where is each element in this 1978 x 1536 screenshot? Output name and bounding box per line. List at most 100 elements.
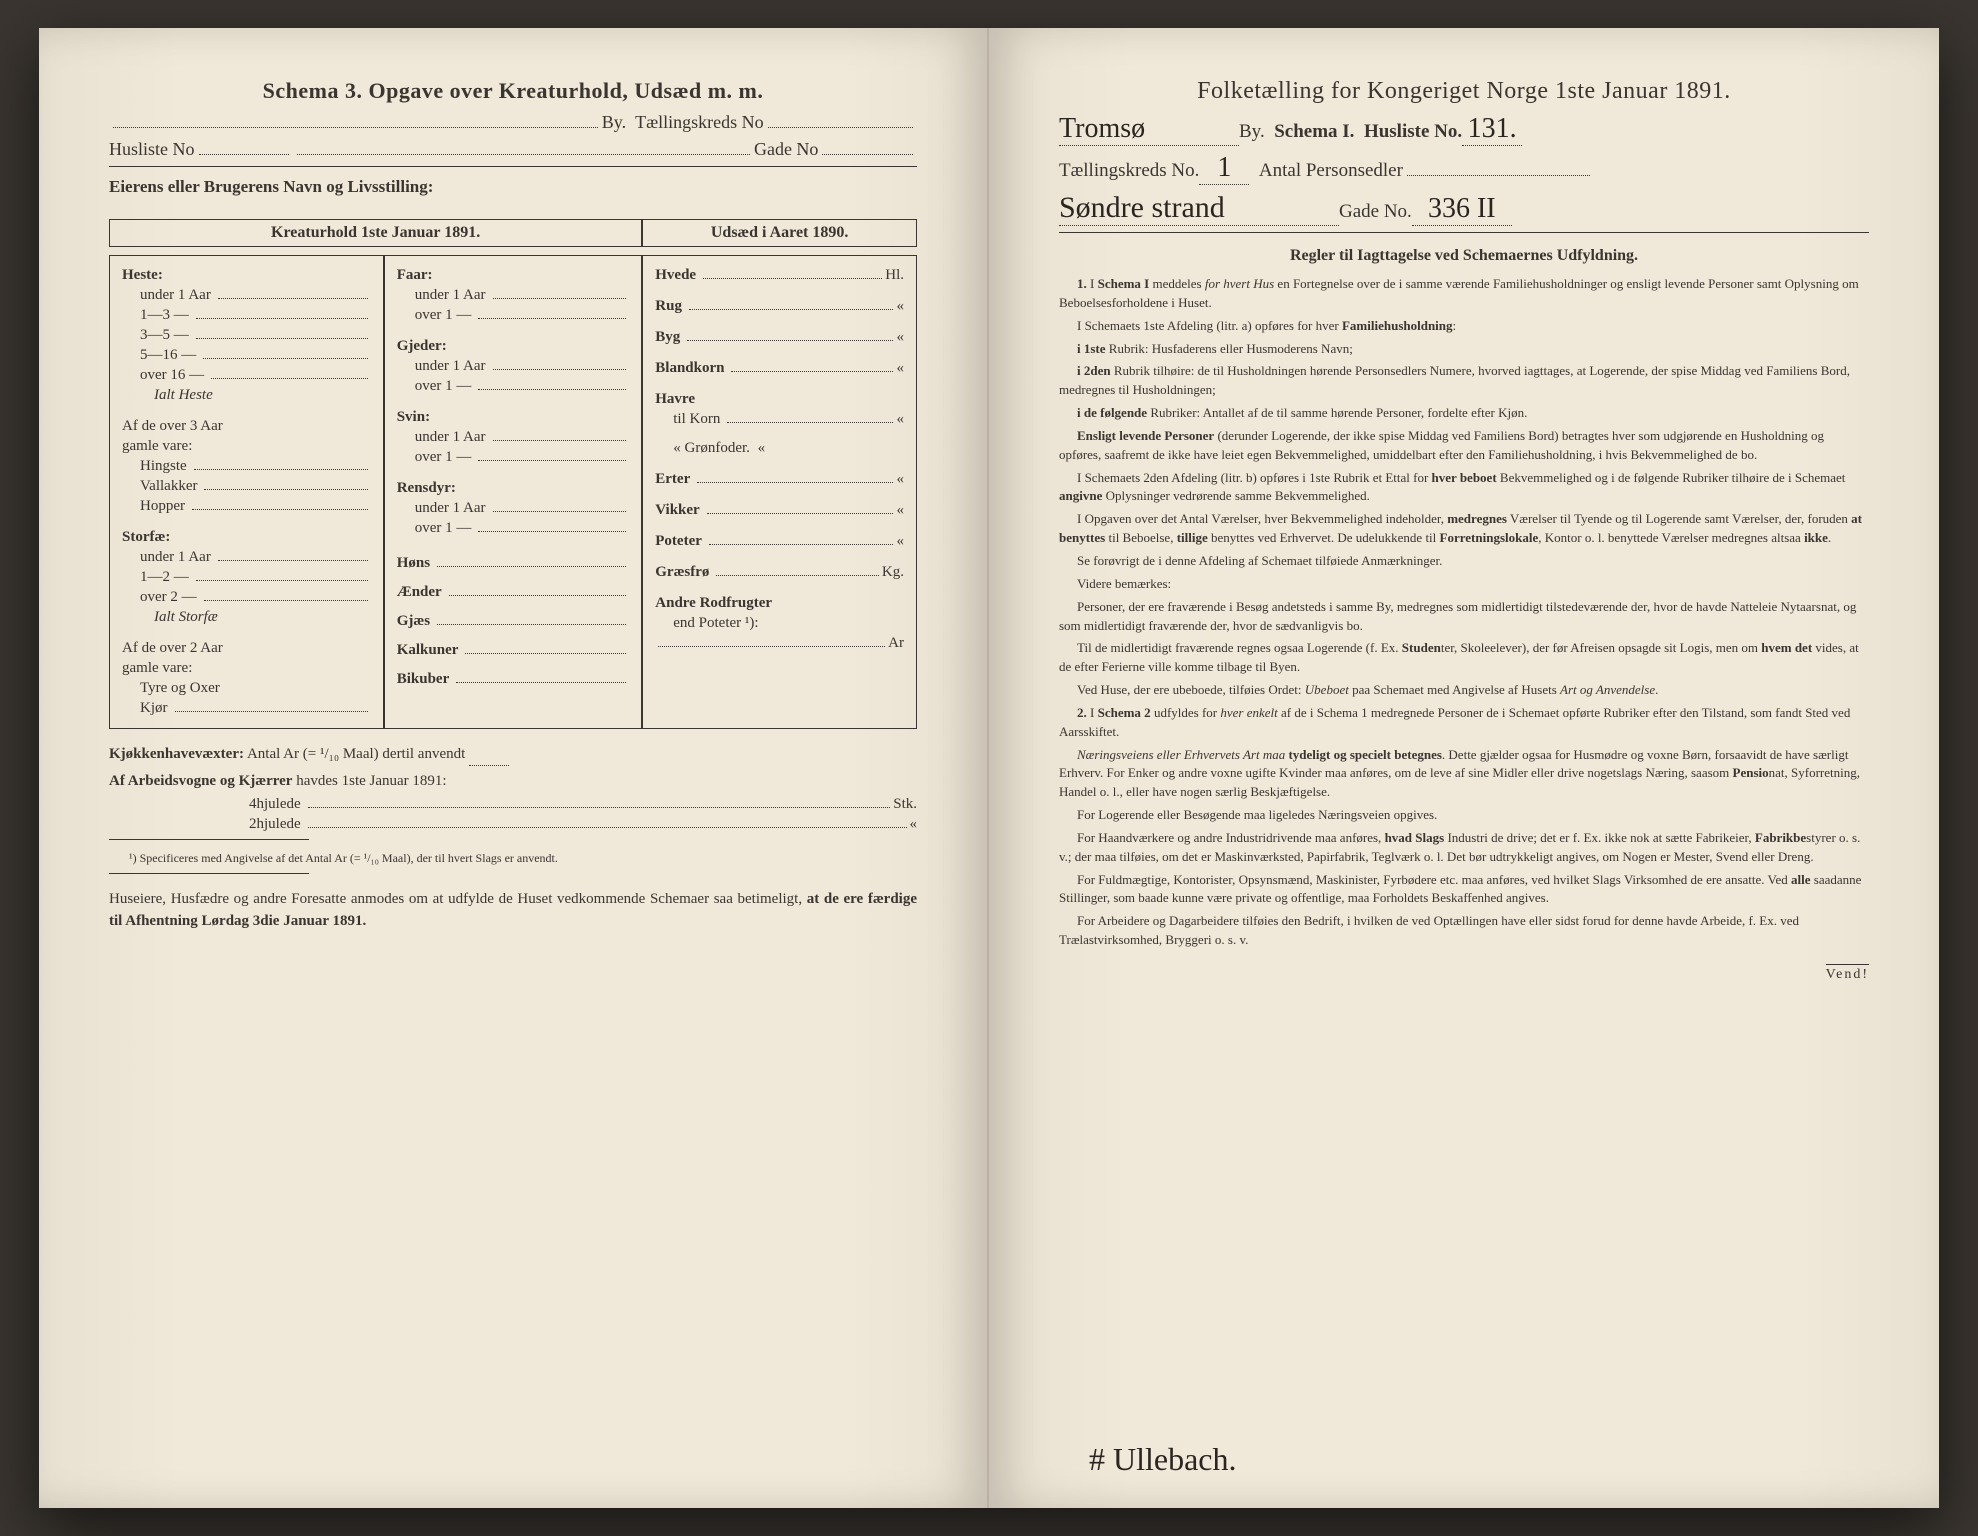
table-row: over 1 — <box>415 449 476 466</box>
left-title-row: Schema 3. Opgave over Kreaturhold, Udsæd… <box>109 78 917 104</box>
rule-text: Videre bemærkes: <box>1059 575 1869 594</box>
kreds-no-handwritten: 1 <box>1199 152 1249 185</box>
gade-label: Gade No <box>754 139 818 160</box>
by-label: By. <box>602 112 626 133</box>
table-row: under 1 Aar <box>415 358 490 375</box>
rule-text: For Logerende eller Besøgende maa ligele… <box>1059 806 1869 825</box>
rule-num-2: 2. <box>1077 705 1087 720</box>
ditto: « <box>910 816 918 833</box>
right-title: Folketælling for Kongeriget Norge 1ste J… <box>1059 78 1869 105</box>
by-handwritten: Tromsø <box>1059 113 1239 146</box>
husliste-no-handwritten: 131. <box>1462 113 1522 146</box>
kreds-label: Tællingskreds No <box>635 112 764 133</box>
left-title: Opgave over Kreaturhold, Udsæd m. m. <box>368 78 763 103</box>
table-row: Byg <box>655 329 684 346</box>
svin-head: Svin: <box>397 409 434 426</box>
rule-text: Til de midlertidigt fraværende regnes og… <box>1059 639 1869 677</box>
table-row: Andre Rodfrugter <box>655 595 776 612</box>
husliste-label: Husliste No <box>109 139 195 160</box>
table-row: over 1 — <box>415 520 476 537</box>
table-row: 1—3 — <box>140 307 193 324</box>
rule-text: I Schemaets 1ste Afdeling (litr. a) opfø… <box>1059 317 1869 336</box>
table-row: Vallakker <box>140 478 201 495</box>
storfae-head: Storfæ: <box>122 529 174 546</box>
eier-label: Eierens eller Brugerens Navn og Livsstil… <box>109 177 917 197</box>
gjeder-head: Gjeder: <box>397 338 451 355</box>
ialt-heste: Ialt Heste <box>154 387 217 404</box>
rule-text: Personer, der ere fraværende i Besøg and… <box>1059 598 1869 636</box>
rule-text: I Schemaets 2den Afdeling (litr. b) opfø… <box>1059 469 1869 507</box>
table-row: Erter <box>655 471 694 488</box>
table-row: til Korn <box>673 411 724 428</box>
table-row: under 1 Aar <box>140 549 215 566</box>
ditto: « <box>896 533 904 550</box>
hjul2-row: 2hjulede« <box>109 816 917 833</box>
table-row: under 1 Aar <box>415 429 490 446</box>
rule-text: I Schema 2 udfyldes for hver enkelt af d… <box>1059 705 1850 739</box>
ditto: « <box>754 440 765 457</box>
rule-text: I Schema I meddeles for hvert Hus en For… <box>1059 276 1859 310</box>
table-row: Kjør <box>140 700 172 717</box>
rule-text: For Arbeidere og Dagarbeidere tilføies d… <box>1059 912 1869 950</box>
unit: Stk. <box>893 796 917 813</box>
rule-text: I Opgaven over det Antal Værelser, hver … <box>1059 510 1869 548</box>
table-row: Blandkorn <box>655 360 728 377</box>
table-row: Hvede <box>655 267 700 284</box>
kjokken-text: Antal Ar (= ¹/₁₀ Maal) dertil anvendt <box>247 746 465 762</box>
left-form-husliste: Husliste No Gade No <box>109 139 917 160</box>
gade-handwritten: Søndre strand <box>1059 191 1339 226</box>
ditto: « <box>896 411 904 428</box>
ditto: « <box>896 502 904 519</box>
ditto: « <box>896 329 904 346</box>
table-row: Kalkuner <box>397 642 463 659</box>
table-row: Hopper <box>140 498 189 515</box>
arbeids-text: havdes 1ste Januar 1891: <box>296 773 446 789</box>
rule-text: For Haandværkere og andre Industridriven… <box>1059 829 1869 867</box>
table-row: 1—2 — <box>140 569 193 586</box>
ialt-storfae: Ialt Storfæ <box>154 609 222 626</box>
table-row: 3—5 — <box>140 327 193 344</box>
table-row: Tyre og Oxer <box>140 680 224 697</box>
rule-text: i 2den Rubrik tilhøire: de til Husholdni… <box>1059 362 1869 400</box>
table-row: « Grønfoder. <box>673 440 754 457</box>
table-col-3: HvedeHl. Rug« Byg« Blandkorn« Havre til … <box>642 255 917 729</box>
schema-label-r: Schema I. <box>1274 121 1354 143</box>
kjokken-line: Kjøkkenhavevæxter: Antal Ar (= ¹/₁₀ Maal… <box>109 743 917 766</box>
table-head-left: Kreaturhold 1ste Januar 1891. <box>109 219 642 247</box>
kreds-label-r: Tællingskreds No. <box>1059 160 1199 182</box>
table-head-right: Udsæd i Aaret 1890. <box>642 219 917 247</box>
left-page: Schema 3. Opgave over Kreaturhold, Udsæd… <box>39 28 989 1508</box>
table-row: Bikuber <box>397 671 454 688</box>
table-row: 5—16 — <box>140 347 200 364</box>
table-row: gamle vare: <box>122 660 196 677</box>
vend-label: Vend! <box>1826 964 1869 983</box>
left-form-by: By. Tællingskreds No <box>109 112 917 133</box>
table-row: Ænder <box>397 584 446 601</box>
footnote: ¹) Specificeres med Angivelse af det Ant… <box>109 850 917 867</box>
unit: Kg. <box>882 564 904 581</box>
kreatur-table: Kreaturhold 1ste Januar 1891. Udsæd i Aa… <box>109 219 917 729</box>
table-row: Poteter <box>655 533 706 550</box>
rule-text: i 1ste Rubrik: Husfaderens eller Husmode… <box>1059 340 1869 359</box>
bottom-notice: Huseiere, Husfædre og andre Foresatte an… <box>109 888 917 933</box>
ditto: « <box>896 471 904 488</box>
ditto: « <box>896 298 904 315</box>
table-row: Høns <box>397 555 434 572</box>
by-label: By. <box>1239 121 1265 143</box>
right-page: Folketælling for Kongeriget Norge 1ste J… <box>989 28 1939 1508</box>
table-row: Græsfrø <box>655 564 713 581</box>
table-row: gamle vare: <box>122 438 196 455</box>
rule-text: Ensligt levende Personer (derunder Loger… <box>1059 427 1869 465</box>
table-row: end Poteter ¹): <box>673 615 762 632</box>
document-spread: Schema 3. Opgave over Kreaturhold, Udsæd… <box>39 28 1939 1508</box>
arbeids-label: Af Arbeidsvogne og Kjærrer <box>109 773 292 789</box>
schema-label: Schema 3. <box>263 78 363 103</box>
table-row: over 1 — <box>415 378 476 395</box>
table-row: over 2 — <box>140 589 201 606</box>
rule-text: i de følgende Rubriker: Antallet af de t… <box>1059 404 1869 423</box>
regler-title: Regler til Iagttagelse ved Schemaernes U… <box>1059 247 1869 265</box>
rule-text: For Fuldmægtige, Kontorister, Opsynsmænd… <box>1059 871 1869 909</box>
rules-block: 1. I Schema I meddeles for hvert Hus en … <box>1059 275 1869 950</box>
table-row: Vikker <box>655 502 703 519</box>
table-row: over 16 — <box>140 367 208 384</box>
